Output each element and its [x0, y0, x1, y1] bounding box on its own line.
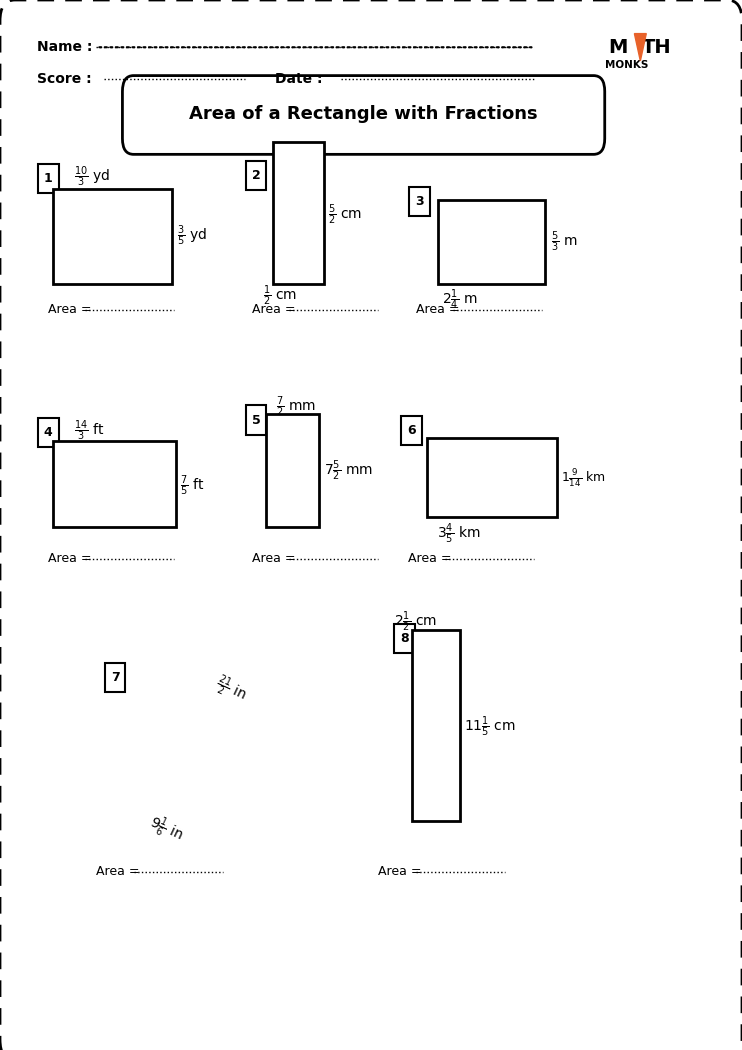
Text: $\frac{5}{3}$ m: $\frac{5}{3}$ m — [551, 229, 577, 254]
FancyBboxPatch shape — [401, 416, 422, 445]
Bar — [427, 438, 556, 517]
Text: MONKS: MONKS — [605, 60, 649, 70]
Text: $11\frac{1}{5}$ cm: $11\frac{1}{5}$ cm — [464, 714, 516, 739]
Text: Area =: Area = — [378, 865, 426, 878]
Text: $2\frac{1}{4}$ m: $2\frac{1}{4}$ m — [442, 288, 478, 313]
Bar — [438, 200, 545, 284]
Text: $\frac{5}{2}$ cm: $\frac{5}{2}$ cm — [328, 203, 362, 228]
FancyBboxPatch shape — [105, 663, 125, 692]
Text: 2: 2 — [252, 169, 260, 182]
Text: $\frac{3}{5}$ yd: $\frac{3}{5}$ yd — [177, 224, 207, 249]
Text: $3\frac{4}{5}$ km: $3\frac{4}{5}$ km — [437, 521, 480, 546]
FancyBboxPatch shape — [122, 76, 605, 154]
Text: $2\frac{1}{2}$ cm: $2\frac{1}{2}$ cm — [394, 609, 437, 634]
FancyBboxPatch shape — [38, 418, 59, 447]
Text: $\frac{7}{2}$ mm: $\frac{7}{2}$ mm — [276, 394, 316, 419]
Text: 5: 5 — [252, 414, 260, 426]
Text: $7\frac{5}{2}$ mm: $7\frac{5}{2}$ mm — [324, 458, 372, 483]
Text: $\frac{7}{5}$ ft: $\frac{7}{5}$ ft — [180, 474, 205, 499]
Text: Area =: Area = — [416, 303, 463, 316]
Bar — [53, 189, 172, 284]
Text: $\frac{1}{2}$ cm: $\frac{1}{2}$ cm — [263, 284, 298, 309]
Text: $\frac{21}{2}$ in: $\frac{21}{2}$ in — [211, 672, 251, 708]
Text: 1: 1 — [44, 172, 53, 185]
Text: Area =: Area = — [48, 552, 96, 565]
Text: TH: TH — [642, 38, 672, 57]
FancyBboxPatch shape — [409, 187, 430, 216]
Text: Area =: Area = — [252, 303, 300, 316]
FancyBboxPatch shape — [38, 164, 59, 193]
Text: 4: 4 — [44, 426, 53, 439]
FancyBboxPatch shape — [394, 624, 415, 653]
FancyBboxPatch shape — [246, 405, 266, 435]
Bar — [412, 630, 460, 821]
Text: Area =: Area = — [252, 552, 300, 565]
Text: Area =: Area = — [96, 865, 144, 878]
Text: 6: 6 — [407, 424, 416, 437]
Text: 7: 7 — [111, 671, 119, 684]
Polygon shape — [634, 34, 646, 61]
Bar — [53, 441, 176, 527]
Bar — [273, 142, 324, 284]
Text: $\frac{14}{3}$ ft: $\frac{14}{3}$ ft — [74, 418, 105, 443]
Text: Area =: Area = — [48, 303, 96, 316]
Text: 8: 8 — [400, 632, 409, 645]
Text: 3: 3 — [415, 195, 424, 208]
Text: Date :: Date : — [275, 71, 327, 86]
Text: Area of a Rectangle with Fractions: Area of a Rectangle with Fractions — [189, 105, 538, 124]
Text: Name :: Name : — [37, 40, 97, 55]
Text: M: M — [608, 38, 628, 57]
Text: $9\frac{1}{6}$ in: $9\frac{1}{6}$ in — [145, 812, 187, 847]
Text: Area =: Area = — [408, 552, 456, 565]
Text: $\frac{10}{3}$ yd: $\frac{10}{3}$ yd — [74, 164, 111, 189]
FancyBboxPatch shape — [246, 161, 266, 190]
Bar — [266, 414, 319, 527]
Text: Score :: Score : — [37, 71, 96, 86]
Text: $1\frac{9}{14}$ km: $1\frac{9}{14}$ km — [561, 467, 606, 488]
